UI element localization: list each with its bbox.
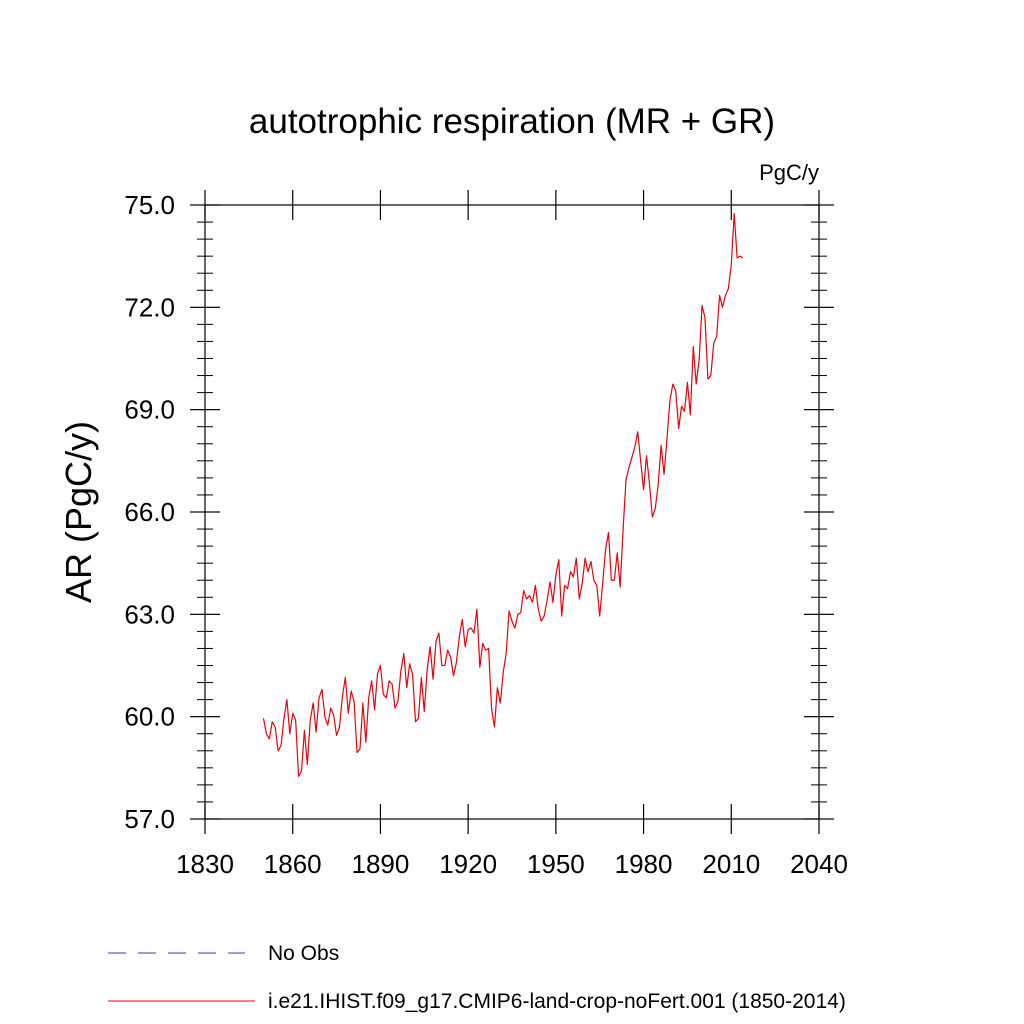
series-line-1 (262, 212, 744, 777)
x-tick-label: 1830 (176, 849, 234, 879)
y-tick-label: 72.0 (124, 292, 175, 322)
x-tick-label: 1980 (615, 849, 673, 879)
legend-label-model: i.e21.IHIST.f09_g17.CMIP6-land-crop-noFe… (268, 990, 846, 1013)
y-tick-label: 63.0 (124, 599, 175, 629)
legend-label-no-obs: No Obs (268, 942, 339, 965)
y-tick-label: 60.0 (124, 702, 175, 732)
x-tick-label: 1890 (352, 849, 410, 879)
series-lines (262, 212, 744, 777)
x-tick-label: 1920 (439, 849, 497, 879)
axis-tick-labels: 1830 1860 1890 1920 1950 1980 2010 2040 57.0 60.0… (124, 190, 848, 879)
y-tick-label: 75.0 (124, 190, 175, 220)
y-tick-label: 69.0 (124, 395, 175, 425)
chart-title: autotrophic respiration (MR + GR) (249, 102, 775, 141)
y-tick-label: 57.0 (124, 804, 175, 834)
y-axis-label: AR (PgC/y) (58, 421, 99, 603)
axis-ticks (190, 190, 834, 834)
units-label: PgC/y (759, 160, 819, 185)
x-tick-label: 1860 (264, 849, 322, 879)
x-tick-label: 2010 (702, 849, 760, 879)
legend: No Obs i.e21.IHIST.f09_g17.CMIP6-land-cr… (108, 942, 846, 1013)
x-tick-label: 1950 (527, 849, 585, 879)
x-tick-label: 2040 (790, 849, 848, 879)
plot-frame (204, 204, 820, 820)
y-tick-label: 66.0 (124, 497, 175, 527)
